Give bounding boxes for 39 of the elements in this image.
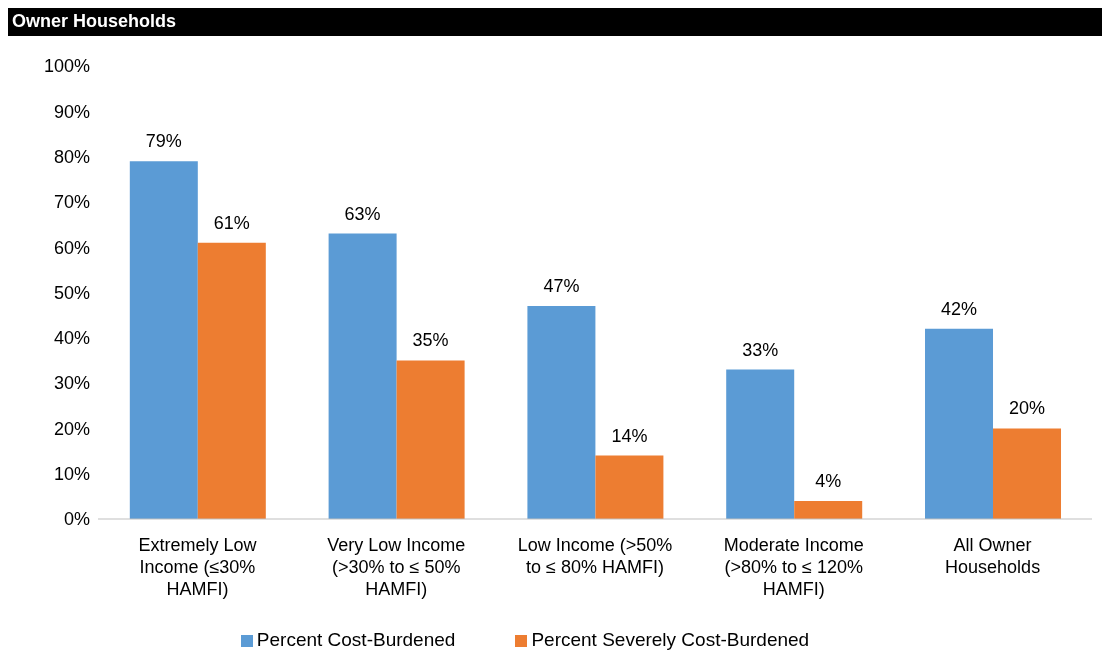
bar	[197, 242, 266, 519]
x-tick-label: Moderate Income (>80% to ≤ 120% HAMFI)	[723, 535, 864, 599]
x-tick-label: Low Income (>50% to ≤ 80% HAMFI)	[517, 535, 673, 577]
y-tick-label: 80%	[53, 146, 90, 167]
data-label: 47%	[543, 276, 580, 297]
y-tick-label: 70%	[53, 192, 90, 213]
x-tick-label: Extremely Low Income (≤30% HAMFI)	[138, 535, 258, 599]
y-tick-label: 100%	[43, 56, 90, 77]
chart-title: Owner Households	[8, 8, 1102, 36]
y-tick-label: 60%	[53, 237, 90, 258]
data-label: 79%	[145, 131, 182, 152]
bar	[527, 306, 596, 519]
data-label: 61%	[213, 212, 250, 233]
bar	[993, 428, 1062, 519]
y-tick-label: 90%	[53, 101, 90, 122]
y-tick-label: 30%	[53, 373, 90, 394]
x-tick-label: Very Low Income (>30% to ≤ 50% HAMFI)	[327, 535, 466, 599]
bar	[794, 500, 863, 519]
bar	[396, 360, 465, 519]
bar	[925, 328, 994, 519]
y-tick-label: 10%	[53, 464, 90, 485]
data-label: 14%	[611, 425, 648, 446]
y-tick-label: 0%	[63, 509, 90, 530]
data-label: 63%	[344, 203, 381, 224]
data-label: 42%	[940, 298, 978, 319]
y-tick-label: 50%	[53, 282, 90, 303]
data-label: 4%	[815, 470, 842, 491]
data-label: 20%	[1008, 398, 1046, 419]
legend-label: Percent Cost-Burdened	[256, 629, 456, 650]
y-tick-label: 20%	[53, 418, 90, 439]
bar	[129, 161, 198, 519]
data-label: 35%	[412, 330, 449, 351]
data-label: 33%	[742, 339, 779, 360]
bar	[726, 369, 795, 519]
bar	[595, 455, 664, 519]
x-tick-label: All Owner Households	[945, 535, 1041, 577]
legend-label: Percent Severely Cost-Burdened	[531, 629, 810, 650]
bar	[328, 233, 397, 519]
y-tick-label: 40%	[53, 328, 90, 349]
